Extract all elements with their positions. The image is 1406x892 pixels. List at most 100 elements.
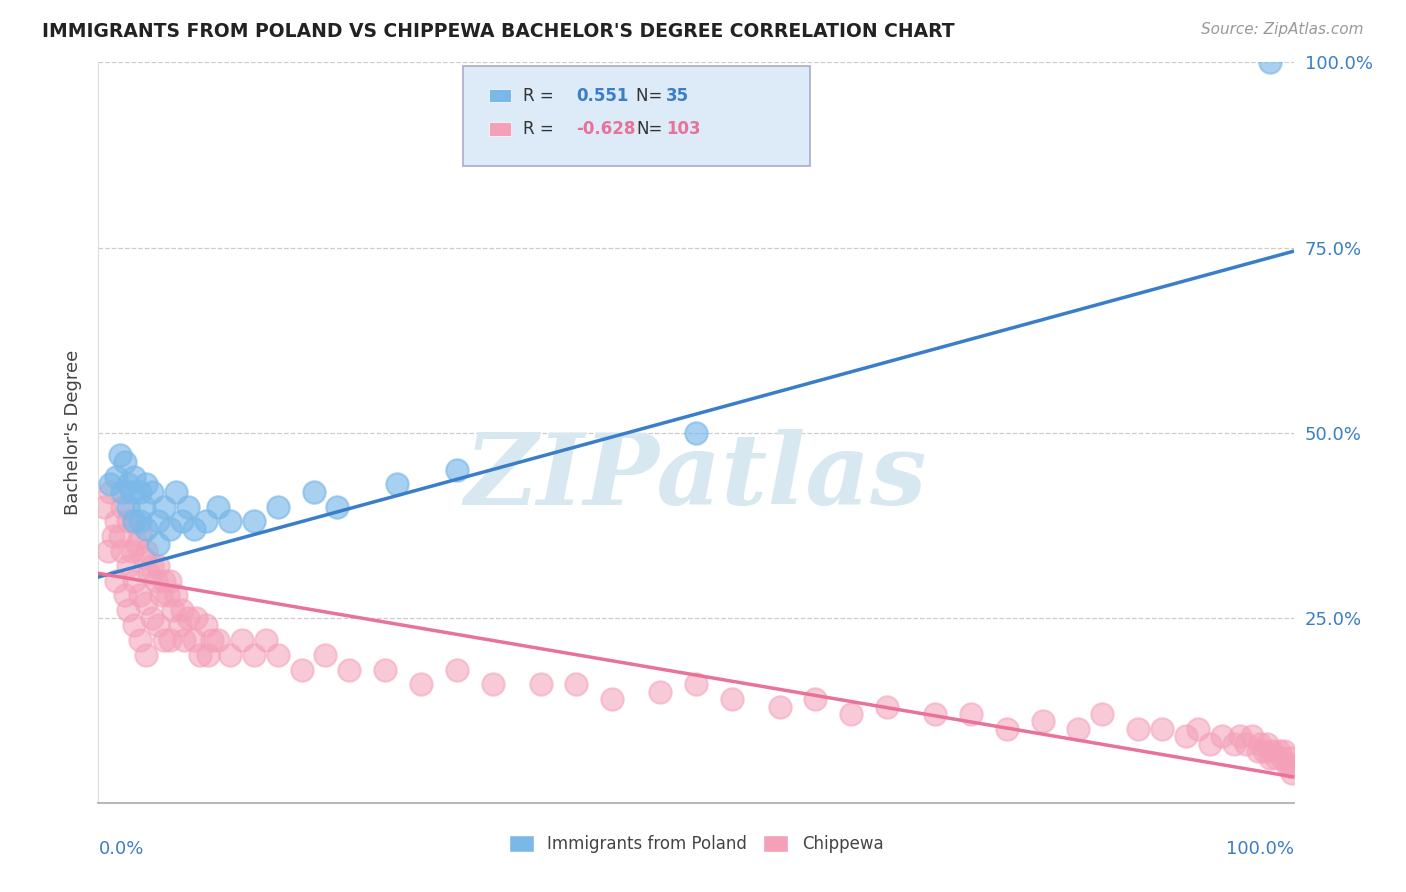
Point xyxy=(1211,729,1233,743)
Point xyxy=(177,610,200,624)
Legend: Immigrants from Poland, Chippewa: Immigrants from Poland, Chippewa xyxy=(501,826,891,861)
Point xyxy=(132,551,155,566)
Point xyxy=(101,529,124,543)
Point xyxy=(1199,737,1222,751)
Point xyxy=(148,558,170,573)
Point xyxy=(121,484,143,499)
Point xyxy=(125,536,148,550)
Point xyxy=(186,610,208,624)
Point xyxy=(1261,744,1284,758)
Point xyxy=(195,618,218,632)
Point xyxy=(148,536,170,550)
FancyBboxPatch shape xyxy=(489,89,510,103)
Point xyxy=(117,515,139,529)
Point xyxy=(1234,737,1257,751)
Point xyxy=(195,515,218,529)
Point xyxy=(339,663,361,677)
Point xyxy=(1268,744,1291,758)
Point xyxy=(315,648,337,662)
Point xyxy=(374,663,396,677)
Point xyxy=(1279,758,1302,772)
Point xyxy=(111,544,134,558)
Y-axis label: Bachelor's Degree: Bachelor's Degree xyxy=(63,350,82,516)
Point xyxy=(267,648,290,662)
Point xyxy=(1258,751,1281,765)
Point xyxy=(124,470,146,484)
Point xyxy=(183,522,205,536)
Point xyxy=(98,484,122,499)
Point xyxy=(1282,758,1305,772)
Point xyxy=(117,558,139,573)
Point xyxy=(219,648,242,662)
Point xyxy=(135,522,157,536)
Point xyxy=(153,574,176,588)
Point xyxy=(124,574,146,588)
Point xyxy=(93,500,115,514)
Point xyxy=(162,603,184,617)
Point xyxy=(135,596,157,610)
Point xyxy=(108,529,131,543)
Point xyxy=(1272,744,1295,758)
Point xyxy=(105,470,128,484)
Point xyxy=(1223,737,1246,751)
Text: IMMIGRANTS FROM POLAND VS CHIPPEWA BACHELOR'S DEGREE CORRELATION CHART: IMMIGRANTS FROM POLAND VS CHIPPEWA BACHE… xyxy=(42,22,955,41)
Point xyxy=(876,699,898,714)
Point xyxy=(302,484,325,499)
Point xyxy=(129,589,152,603)
Text: 0.551: 0.551 xyxy=(576,87,628,104)
Point xyxy=(117,500,139,514)
Point xyxy=(105,515,128,529)
Point xyxy=(1032,714,1054,729)
Point xyxy=(188,648,211,662)
Point xyxy=(207,632,229,647)
Point xyxy=(153,632,176,647)
Point xyxy=(98,477,122,491)
Point xyxy=(129,484,152,499)
Text: N=: N= xyxy=(637,87,668,104)
Point xyxy=(219,515,242,529)
Point xyxy=(159,574,181,588)
Point xyxy=(183,632,205,647)
Point xyxy=(1067,722,1090,736)
Point xyxy=(385,477,409,491)
Point xyxy=(446,663,468,677)
Point xyxy=(114,455,136,469)
Point xyxy=(1277,758,1299,772)
Point xyxy=(149,589,172,603)
Point xyxy=(148,515,170,529)
Point xyxy=(565,677,588,691)
Point xyxy=(173,632,195,647)
Point xyxy=(685,677,707,691)
Point xyxy=(105,574,128,588)
Text: -0.628: -0.628 xyxy=(576,120,636,138)
Point xyxy=(129,529,152,543)
Text: Source: ZipAtlas.com: Source: ZipAtlas.com xyxy=(1201,22,1364,37)
Point xyxy=(124,515,146,529)
Point xyxy=(924,706,946,721)
Point xyxy=(1240,729,1263,743)
Point xyxy=(1256,737,1278,751)
Point xyxy=(530,677,553,691)
Point xyxy=(172,603,194,617)
Point xyxy=(1264,751,1286,765)
Point xyxy=(135,477,157,491)
Point xyxy=(165,484,187,499)
Text: 103: 103 xyxy=(666,120,700,138)
Point xyxy=(172,515,194,529)
Point xyxy=(132,500,155,514)
Point xyxy=(135,648,157,662)
Point xyxy=(138,566,160,581)
Point xyxy=(201,632,224,647)
FancyBboxPatch shape xyxy=(489,122,510,136)
Point xyxy=(1278,751,1301,765)
Point xyxy=(231,632,253,647)
Point xyxy=(114,589,136,603)
Point xyxy=(165,589,187,603)
Point xyxy=(648,685,672,699)
Text: N=: N= xyxy=(637,120,662,138)
Point xyxy=(129,515,152,529)
Point xyxy=(97,544,120,558)
Point xyxy=(1253,744,1275,758)
Point xyxy=(111,484,134,499)
Point xyxy=(602,692,624,706)
